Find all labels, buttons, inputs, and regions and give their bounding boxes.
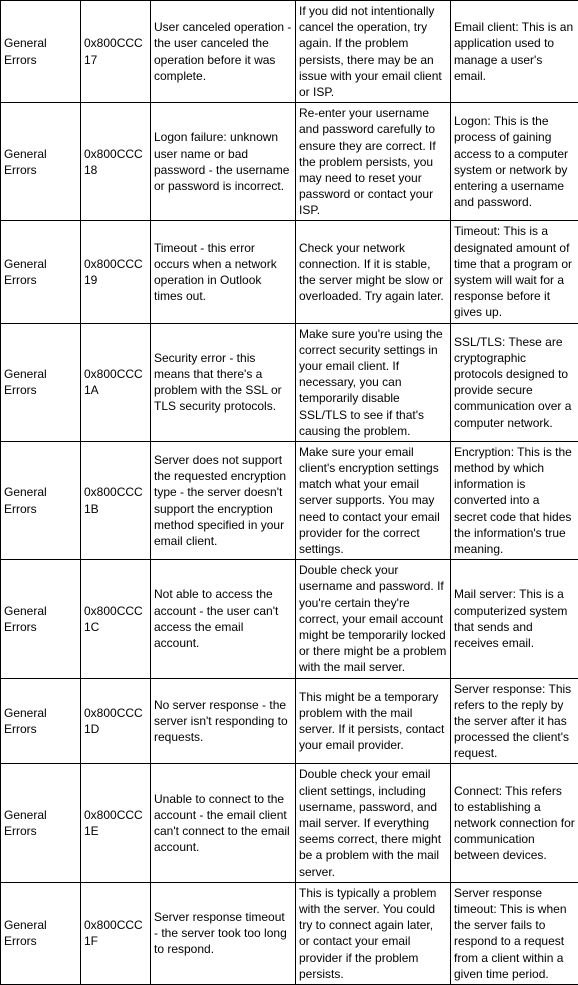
cell-code: 0x800CCC18 [81,103,151,221]
cell-term: Mail server: This is a computerized syst… [451,560,578,678]
cell-term: Server response timeout: This is when th… [451,882,578,984]
cell-code: 0x800CCC17 [81,1,151,103]
cell-term: Timeout: This is a designated amount of … [451,221,578,323]
cell-category: General Errors [1,103,81,221]
cell-code: 0x800CCC1F [81,882,151,984]
cell-action: Make sure you're using the correct secur… [296,323,451,441]
cell-description: No server response - the server isn't re… [151,678,296,764]
table-row: General Errors0x800CCC1EUnable to connec… [1,764,578,882]
table-row: General Errors0x800CCC1BServer does not … [1,441,578,559]
cell-action: Double check your email client settings,… [296,764,451,882]
cell-term: Server response: This refers to the repl… [451,678,578,764]
table-row: General Errors0x800CCC1ASecurity error -… [1,323,578,441]
table-row: General Errors0x800CCC18Logon failure: u… [1,103,578,221]
cell-term: Email client: This is an application use… [451,1,578,103]
cell-term: SSL/TLS: These are cryptographic protoco… [451,323,578,441]
table-row: General Errors0x800CCC1FServer response … [1,882,578,984]
cell-category: General Errors [1,221,81,323]
cell-code: 0x800CCC1A [81,323,151,441]
cell-action: Check your network connection. If it is … [296,221,451,323]
cell-code: 0x800CCC1C [81,560,151,678]
cell-category: General Errors [1,882,81,984]
cell-code: 0x800CCC1E [81,764,151,882]
cell-action: Re-enter your username and password care… [296,103,451,221]
cell-category: General Errors [1,1,81,103]
table-row: General Errors0x800CCC17User canceled op… [1,1,578,103]
cell-code: 0x800CCC19 [81,221,151,323]
cell-category: General Errors [1,764,81,882]
cell-category: General Errors [1,441,81,559]
cell-action: Double check your username and password.… [296,560,451,678]
cell-description: Server response timeout - the server too… [151,882,296,984]
cell-action: This is typically a problem with the ser… [296,882,451,984]
table-row: General Errors0x800CCC19Timeout - this e… [1,221,578,323]
cell-category: General Errors [1,560,81,678]
cell-term: Connect: This refers to establishing a n… [451,764,578,882]
cell-code: 0x800CCC1D [81,678,151,764]
cell-code: 0x800CCC1B [81,441,151,559]
cell-action: Make sure your email client's encryption… [296,441,451,559]
cell-action: If you did not intentionally cancel the … [296,1,451,103]
cell-category: General Errors [1,323,81,441]
cell-description: Security error - this means that there's… [151,323,296,441]
table-row: General Errors0x800CCC1DNo server respon… [1,678,578,764]
cell-description: Not able to access the account - the use… [151,560,296,678]
cell-description: User canceled operation - the user cance… [151,1,296,103]
error-table: General Errors0x800CCC17User canceled op… [0,0,578,985]
cell-description: Timeout - this error occurs when a netwo… [151,221,296,323]
table-row: General Errors0x800CCC1CNot able to acce… [1,560,578,678]
cell-description: Server does not support the requested en… [151,441,296,559]
cell-term: Logon: This is the process of gaining ac… [451,103,578,221]
cell-description: Logon failure: unknown user name or bad … [151,103,296,221]
cell-description: Unable to connect to the account - the e… [151,764,296,882]
cell-category: General Errors [1,678,81,764]
cell-term: Encryption: This is the method by which … [451,441,578,559]
cell-action: This might be a temporary problem with t… [296,678,451,764]
